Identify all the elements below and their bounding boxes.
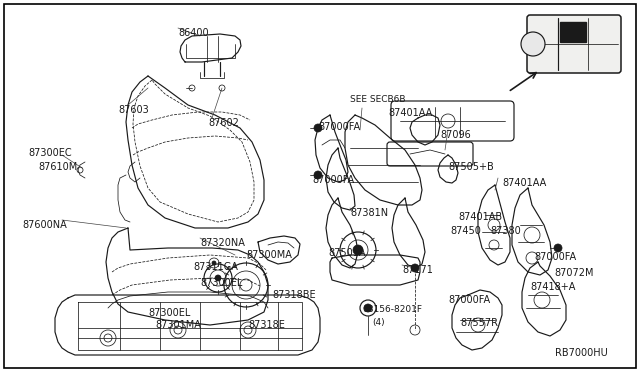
Text: 87600NA: 87600NA bbox=[22, 220, 67, 230]
Text: 87320NA: 87320NA bbox=[200, 238, 245, 248]
Circle shape bbox=[364, 304, 372, 312]
Text: 86400: 86400 bbox=[178, 28, 209, 38]
Bar bbox=[560, 22, 586, 42]
Text: 87418+A: 87418+A bbox=[530, 282, 575, 292]
Text: 87557R: 87557R bbox=[460, 318, 498, 328]
Text: 87300EL: 87300EL bbox=[200, 278, 243, 288]
Text: RB7000HU: RB7000HU bbox=[555, 348, 608, 358]
FancyBboxPatch shape bbox=[527, 15, 621, 73]
Text: 87603: 87603 bbox=[118, 105, 148, 115]
Text: 87000FA: 87000FA bbox=[448, 295, 490, 305]
Text: 87501A: 87501A bbox=[328, 248, 365, 258]
Text: 87171: 87171 bbox=[402, 265, 433, 275]
Text: 87450: 87450 bbox=[450, 226, 481, 236]
Text: 87300EC: 87300EC bbox=[28, 148, 72, 158]
Text: 87602: 87602 bbox=[208, 118, 239, 128]
Text: 87318BE: 87318BE bbox=[272, 290, 316, 300]
Text: 87381N: 87381N bbox=[350, 208, 388, 218]
Circle shape bbox=[314, 171, 322, 179]
Text: 87318E: 87318E bbox=[248, 320, 285, 330]
Circle shape bbox=[353, 245, 363, 255]
Text: 87300MA: 87300MA bbox=[246, 250, 292, 260]
Circle shape bbox=[314, 124, 322, 132]
FancyBboxPatch shape bbox=[391, 101, 514, 141]
Circle shape bbox=[554, 244, 562, 252]
Text: 87610M: 87610M bbox=[38, 162, 77, 172]
Text: 87401AA: 87401AA bbox=[502, 178, 547, 188]
Text: 87096: 87096 bbox=[440, 130, 471, 140]
Text: 87000FA: 87000FA bbox=[534, 252, 576, 262]
Text: 87000FA: 87000FA bbox=[318, 122, 360, 132]
Text: 87311GA: 87311GA bbox=[193, 262, 238, 272]
Text: SEE SECB6B: SEE SECB6B bbox=[350, 95, 406, 104]
Circle shape bbox=[411, 264, 419, 272]
Circle shape bbox=[215, 275, 221, 281]
Text: 87380: 87380 bbox=[490, 226, 521, 236]
FancyBboxPatch shape bbox=[387, 142, 473, 166]
Text: 87401AB: 87401AB bbox=[458, 212, 502, 222]
Text: 87505+B: 87505+B bbox=[448, 162, 493, 172]
Circle shape bbox=[521, 32, 545, 56]
Text: 87072M: 87072M bbox=[554, 268, 593, 278]
Text: 87301MA: 87301MA bbox=[155, 320, 201, 330]
Text: 08156-8201F: 08156-8201F bbox=[362, 305, 422, 314]
Text: (4): (4) bbox=[372, 318, 385, 327]
Text: 87401AA: 87401AA bbox=[388, 108, 432, 118]
Text: 87300EL: 87300EL bbox=[148, 308, 190, 318]
Text: 87000FA: 87000FA bbox=[312, 175, 354, 185]
Circle shape bbox=[212, 261, 216, 265]
